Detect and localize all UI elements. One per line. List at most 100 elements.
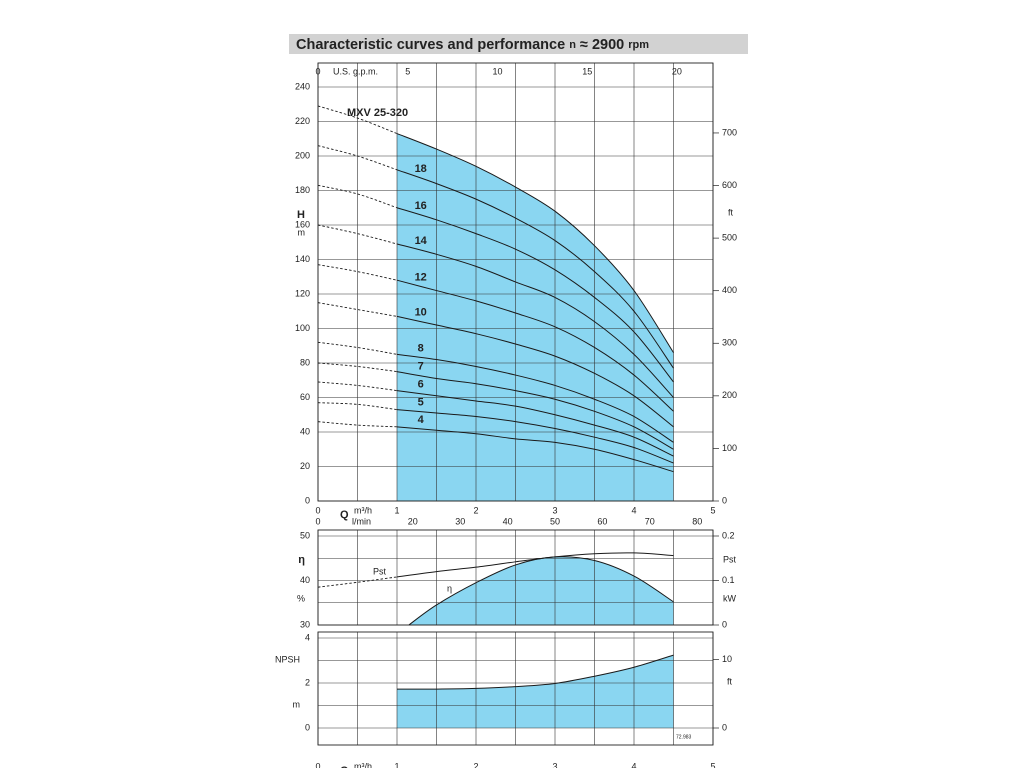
y-tick-label: 100 — [295, 323, 310, 333]
y-tick-label: 20 — [300, 461, 310, 471]
curve — [396, 243, 674, 398]
curve — [396, 353, 674, 443]
series-label: 16 — [415, 200, 427, 212]
area — [408, 556, 674, 625]
x2-tick-label: 0 — [315, 66, 320, 76]
y-axis-label: NPSH — [275, 654, 300, 664]
series-label: 5 — [418, 397, 424, 409]
y-tick-label: 2 — [305, 677, 310, 687]
curve — [396, 552, 674, 578]
x2-tick-label: 50 — [550, 516, 560, 526]
x-tick-label: 3 — [552, 761, 557, 768]
x2-tick-label: 60 — [597, 516, 607, 526]
x-tick-label: 1 — [394, 761, 399, 768]
y2-tick-label: 0 — [722, 722, 727, 732]
frame — [317, 529, 714, 626]
y2-tick-label: 0.1 — [722, 575, 735, 585]
y2-tick-label: 100 — [722, 443, 737, 453]
y-tick-label: 120 — [295, 288, 310, 298]
y-axis-label: η — [298, 554, 305, 566]
speed-value: ≈ 2900 — [580, 37, 624, 53]
frame — [317, 631, 714, 746]
y-tick-label: 200 — [295, 150, 310, 160]
x-axis-unit: m³/h — [354, 761, 372, 768]
y2-tick-label: 400 — [722, 285, 737, 295]
area — [397, 655, 674, 728]
series-label: 18 — [415, 163, 427, 175]
y2-tick-label: 0 — [722, 619, 727, 629]
curve-dashed — [317, 145, 398, 171]
y-tick-label: 180 — [295, 185, 310, 195]
y-axis-unit: m — [293, 699, 301, 709]
curve — [396, 371, 674, 450]
x-tick-label: 2 — [473, 505, 478, 515]
y2-tick-label: 300 — [722, 338, 737, 348]
x-axis-unit: m³/h — [354, 505, 372, 515]
speed-symbol: n — [569, 39, 576, 51]
x2-tick-label: 20 — [672, 66, 682, 76]
curve-dashed — [317, 184, 398, 209]
series-label: 14 — [415, 235, 428, 247]
y2-tick-label: 200 — [722, 390, 737, 400]
curve — [396, 169, 674, 369]
series-label: 6 — [418, 379, 424, 391]
curve — [396, 426, 674, 473]
x-tick-label: 1 — [394, 505, 399, 515]
area — [397, 133, 674, 501]
y-tick-label: 240 — [295, 81, 310, 91]
x-tick-label: 0 — [315, 505, 320, 515]
series-label: 7 — [418, 361, 424, 373]
curve-dashed — [317, 264, 398, 281]
curve — [396, 279, 674, 412]
x2-tick-label: 80 — [692, 516, 702, 526]
series-label: Pst — [373, 566, 387, 576]
x-tick-label: 3 — [552, 505, 557, 515]
series-label: 12 — [415, 271, 427, 283]
curve — [396, 207, 674, 383]
y-tick-label: 80 — [300, 357, 310, 367]
x-tick-label: 4 — [631, 505, 636, 515]
curve — [396, 409, 674, 464]
x-tick-label: 4 — [631, 761, 636, 768]
x-tick-label: 0 — [315, 761, 320, 768]
y2-tick-label: 10 — [722, 654, 732, 664]
x2-tick-label: 15 — [582, 66, 592, 76]
x-axis-label: Q — [340, 509, 349, 521]
y2-tick-label: 700 — [722, 127, 737, 137]
title-line: Characteristic curves and performance n … — [296, 37, 649, 53]
y-tick-label: 4 — [305, 632, 310, 642]
x2-tick-label: 5 — [405, 66, 410, 76]
curve — [396, 133, 674, 353]
model-label: MXV 25-320 — [347, 107, 408, 119]
y2-tick-label: 600 — [722, 180, 737, 190]
curve — [396, 315, 674, 428]
y2-axis-label: ft — [728, 207, 734, 217]
y-axis-unit: m — [298, 227, 306, 237]
y2-tick-label: 0.2 — [722, 530, 735, 540]
x-tick-label: 5 — [710, 505, 715, 515]
frame — [317, 62, 714, 502]
y-tick-label: 160 — [295, 219, 310, 229]
y-axis-label: H — [297, 209, 305, 221]
y-tick-label: 140 — [295, 254, 310, 264]
x2-axis-label: U.S. g.p.m. — [333, 66, 378, 76]
curve — [396, 654, 674, 690]
x-tick-label: 2 — [473, 761, 478, 768]
x2-tick-label: 70 — [645, 516, 655, 526]
x2-tick-label: 30 — [455, 516, 465, 526]
x2-tick-label: 40 — [503, 516, 513, 526]
y-axis-unit: % — [297, 593, 305, 603]
y2-tick-label: 500 — [722, 232, 737, 242]
y-tick-label: 30 — [300, 619, 310, 629]
series-label: 10 — [415, 307, 427, 319]
x-axis-label: Q — [340, 765, 349, 768]
curve-dashed — [317, 224, 398, 245]
series-label: η — [447, 583, 452, 593]
y2-axis-unit: kW — [723, 593, 737, 603]
y-tick-label: 0 — [305, 495, 310, 505]
x2-tick-label: 20 — [408, 516, 418, 526]
y-tick-label: 40 — [300, 426, 310, 436]
curve-dashed — [317, 105, 398, 134]
y-tick-label: 40 — [300, 575, 310, 585]
